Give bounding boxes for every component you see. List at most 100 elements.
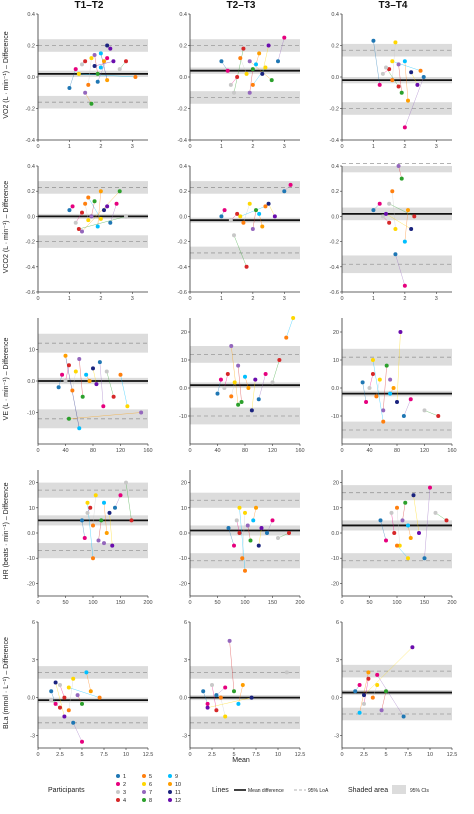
y-tick-label: 20 — [333, 481, 339, 487]
y-tick-label: -10 — [331, 414, 339, 420]
ci-band-upper — [38, 333, 148, 353]
data-point — [395, 505, 399, 510]
y-tick-label: 0.0 — [27, 531, 35, 537]
data-point — [380, 214, 385, 219]
legend-participant-marker — [168, 790, 172, 794]
participant-line — [72, 371, 77, 391]
y-tick-label: 3 — [32, 658, 35, 664]
y-tick-label: 0.0 — [179, 696, 187, 702]
data-point — [277, 358, 282, 362]
data-point — [91, 556, 95, 561]
participant-line — [231, 382, 235, 397]
data-point — [367, 386, 372, 390]
x-tick-label: 150 — [420, 600, 429, 606]
data-point — [260, 71, 265, 76]
participant-line — [81, 520, 85, 539]
data-point — [238, 214, 243, 219]
participant-line — [362, 382, 367, 403]
y-tick-label: 0.2 — [331, 44, 339, 50]
data-point — [108, 46, 113, 51]
data-point — [415, 82, 420, 87]
data-point — [243, 510, 247, 515]
x-tick-label: 150 — [116, 600, 125, 606]
data-point — [282, 35, 287, 40]
data-point — [234, 518, 239, 523]
participant-line — [231, 345, 239, 405]
data-point — [80, 518, 84, 523]
x-tick-label: 2.5 — [208, 752, 216, 758]
data-point — [396, 164, 401, 168]
y-tick-label: 0.0 — [179, 214, 187, 220]
data-point — [408, 397, 413, 402]
y-tick-label: -20 — [331, 581, 339, 587]
data-point — [402, 283, 407, 288]
y-tick-label: 0.0 — [27, 379, 35, 385]
y-tick-label: 0.2 — [179, 44, 187, 50]
data-point — [408, 536, 413, 541]
data-point — [102, 541, 106, 546]
data-point — [390, 59, 395, 64]
participant-line — [398, 165, 402, 179]
data-point — [284, 670, 289, 675]
data-point — [83, 90, 88, 95]
ci-band-lower — [190, 716, 300, 730]
data-point — [201, 689, 206, 694]
legend-participant-label: 5 — [149, 774, 152, 780]
data-point — [80, 62, 84, 67]
data-point — [377, 201, 382, 206]
data-point — [444, 518, 449, 523]
participant-line — [224, 373, 229, 389]
x-tick-label: 0 — [188, 144, 191, 150]
data-point — [243, 568, 247, 573]
participant-line — [86, 672, 92, 692]
x-axis-title: Mean — [232, 757, 250, 764]
y-tick-label: -10 — [179, 556, 187, 562]
data-point — [66, 685, 71, 690]
data-point — [357, 710, 362, 715]
data-point — [254, 505, 258, 510]
data-point — [98, 189, 103, 194]
participant-line — [392, 191, 396, 230]
x-tick-label: 0 — [188, 752, 191, 758]
data-point — [95, 79, 100, 84]
data-point — [247, 201, 252, 206]
x-tick-label: 100 — [88, 600, 97, 606]
data-point — [98, 51, 103, 56]
x-tick-label: 160 — [295, 448, 304, 454]
y-tick-label: 0.2 — [27, 189, 35, 195]
data-point — [96, 538, 101, 543]
participant-line — [217, 379, 222, 394]
participant-line — [413, 495, 420, 534]
y-tick-label: 0.2 — [331, 189, 339, 195]
x-tick-label: 1 — [68, 296, 71, 302]
participant-line — [91, 201, 95, 217]
data-point — [110, 543, 115, 548]
participant-line — [249, 69, 254, 93]
data-point — [56, 385, 61, 390]
participant-line — [262, 45, 269, 74]
data-point — [251, 518, 256, 523]
x-tick-label: 1 — [220, 296, 223, 302]
data-point — [77, 356, 82, 361]
participant-line — [84, 203, 89, 221]
panel-vo2-1: -0.4 -0.2 0.0 0.2 0.4 0 1 2 3 — [26, 12, 148, 150]
legend-participant-label: 9 — [175, 774, 178, 780]
x-tick-label: 0 — [36, 448, 39, 454]
data-point — [291, 316, 296, 320]
legend-participant-marker — [116, 790, 120, 794]
data-point — [229, 344, 234, 348]
participant-line — [272, 359, 280, 383]
panel-vo2-3: -0.4 -0.2 0.0 0.2 0.4 0 1 2 3 — [330, 12, 452, 150]
y-tick-label: -0.6 — [330, 290, 339, 296]
data-point — [384, 363, 389, 368]
ci-band-lower — [190, 246, 300, 260]
data-point — [257, 211, 262, 216]
x-tick-label: 120 — [116, 448, 125, 454]
data-point — [80, 739, 84, 744]
data-point — [406, 208, 410, 213]
ci-band-upper — [342, 348, 452, 366]
x-tick-label: 50 — [214, 600, 220, 606]
data-point — [378, 518, 383, 523]
data-point — [49, 698, 54, 703]
row-label: VE (L · min⁻¹) – Difference — [3, 338, 10, 421]
